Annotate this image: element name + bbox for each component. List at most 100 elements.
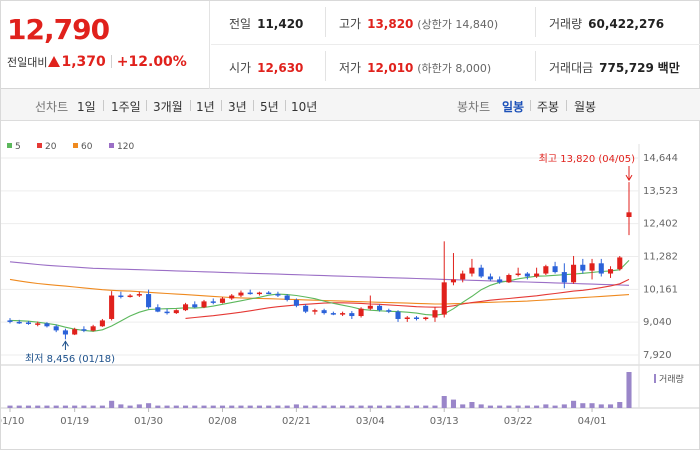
divider [103,100,104,111]
candle-body [81,329,87,331]
y-tick-label: 9,040 [643,317,672,328]
stat-value: 13,820 [367,17,414,31]
legend-label: 60 [81,142,93,152]
volume-bar [515,405,521,408]
candle-body [238,292,244,296]
candle-body [487,276,493,280]
candle-body [506,275,512,283]
stat-open: 시가 12,630 [229,59,303,76]
x-tick-label: 01/10 [1,416,24,427]
volume-bar [340,405,346,408]
candle-body [321,310,327,314]
divider [146,100,147,111]
period-1w[interactable]: 1주일 [111,100,141,114]
volume-bar [303,405,309,408]
volume-bar [312,405,318,408]
volume-bar [607,404,614,408]
candle-body [118,295,124,298]
candle-body [441,282,447,315]
candle-body [349,313,355,317]
candle-body [192,304,198,308]
legend-label: 5 [15,142,21,152]
candle-body [25,322,32,324]
period-1y[interactable]: 1년 [196,100,215,114]
period-3m[interactable]: 3개월 [153,100,183,114]
candle-weekly[interactable]: 주봉 [537,100,560,114]
divider [221,100,222,111]
volume-bar [386,405,392,408]
candle-body [358,308,364,317]
candle-body [146,294,152,308]
annotations: 최고 13,820 (04/05) 최저 8,456 (01/18) [25,153,635,365]
chart-toolbar: 선차트 1일 1주일 3개월 1년 3년 5년 10년 봉차트 일봉 주봉 월봉 [1,89,700,121]
current-price: 12,790 [7,13,110,46]
stat-value: 60,422,276 [588,17,665,31]
candle-body [219,298,226,303]
volume-bar [256,405,262,408]
y-tick-label: 10,161 [643,284,678,295]
candle-body [607,269,614,274]
volume-bar [247,405,253,408]
candle-daily[interactable]: 일봉 [502,100,525,114]
candle-chart-label: 봉차트 [457,100,491,114]
candle-body [478,267,484,277]
divider [325,51,326,81]
candle-body [256,292,262,295]
volume-bar [164,405,170,408]
volume-bar [136,404,142,408]
upper-limit: (상한가 14,840) [417,18,499,31]
volume-bar [524,405,530,408]
grid [1,144,700,409]
volume-bar [413,405,420,408]
stat-value: 12,010 [367,61,414,75]
candle-body [284,295,290,300]
volume-bar [423,405,429,408]
volume-bar [534,405,540,408]
stat-label: 저가 [339,61,362,75]
ma120-line [9,261,630,286]
stat-label: 거래량 [549,17,583,31]
stat-value: 775,729 [599,61,654,75]
volume-label: 거래량 [659,373,684,385]
x-tick-label: 03/22 [504,416,533,427]
candle-body [312,310,318,312]
volume-bar [617,402,623,408]
volume-legend-swatch [654,374,656,383]
period-10y[interactable]: 10년 [291,100,318,114]
volume-bar [229,405,235,408]
volume-bar [90,405,96,408]
y-tick-label: 12,402 [643,219,678,230]
candle-monthly[interactable]: 월봉 [574,100,597,114]
candle-body [136,294,142,296]
volume-bar [25,405,32,408]
legend-label: 120 [117,142,134,152]
stats-row-1: 전일 11,420 고가 13,820 (상한가 14,840) 거래량 60,422… [211,1,700,45]
change-row: 전일대비 1,370 +12.00% [7,54,187,70]
volume-bar [395,405,401,408]
volume-bar [561,404,567,408]
candle-body [266,292,272,295]
high-annotation: 최고 13,820 (04/05) [539,153,635,165]
stat-prev-close: 전일 11,420 [229,15,303,32]
volume-bar [330,405,336,408]
candle-body [72,329,78,335]
stat-unit: 백만 [657,61,680,75]
x-tick-label: 01/30 [134,416,163,427]
volume-bar [173,405,179,408]
candle-body [210,301,216,303]
candle-body [164,311,170,314]
candle-body [275,294,281,296]
candle-body [16,321,22,324]
candle-body [109,295,115,319]
volume-bar [580,403,586,408]
change-amount: 1,370 [61,54,106,70]
legend-swatch [109,143,114,148]
x-tick-label: 02/21 [282,416,311,427]
stat-label: 시가 [229,61,252,75]
volume-bar [404,405,410,408]
volume-bar [487,405,493,408]
period-3y[interactable]: 3년 [228,100,247,114]
period-5y[interactable]: 5년 [260,100,279,114]
period-1d[interactable]: 1일 [77,100,96,114]
legend: 5 20 60 120 [7,142,134,152]
